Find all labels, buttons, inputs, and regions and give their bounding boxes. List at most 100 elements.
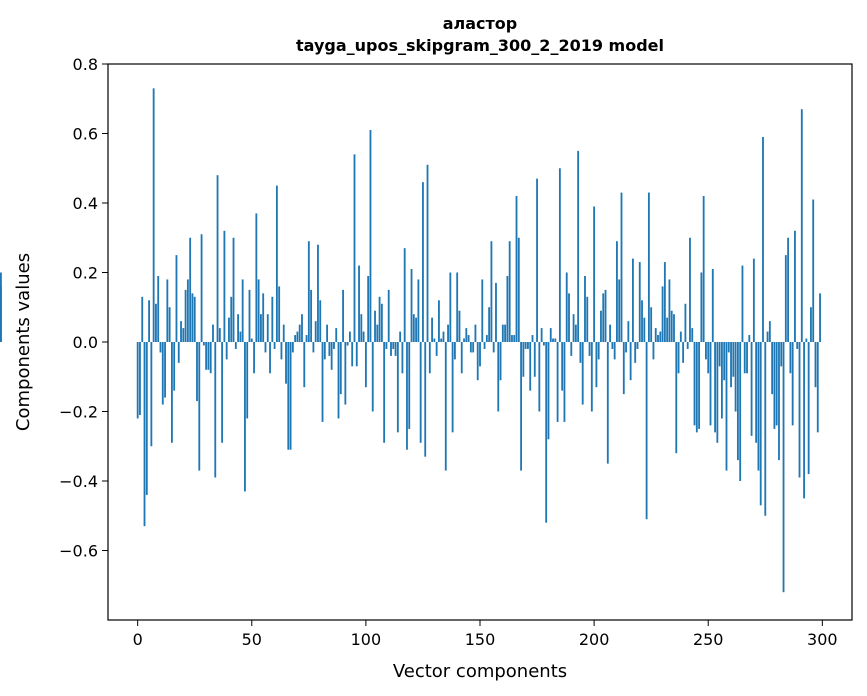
bar-249 <box>705 342 707 360</box>
bar-293 <box>805 338 808 342</box>
bar-87 <box>335 328 338 342</box>
bar-206 <box>606 342 609 464</box>
x-tick-label: 200 <box>579 630 610 649</box>
bar-12 <box>164 342 166 398</box>
bar-50 <box>250 338 253 342</box>
bar-62 <box>278 286 281 342</box>
bar-231 <box>663 262 666 342</box>
bar-154 <box>488 307 491 342</box>
bar-171 <box>527 342 529 349</box>
y-tick-label: −0.6 <box>59 542 98 561</box>
bar-33 <box>212 324 214 343</box>
bar-253 <box>714 342 716 433</box>
bar-155 <box>490 241 493 342</box>
bar-274 <box>762 136 764 342</box>
x-tick-label: 50 <box>242 630 262 649</box>
bar-279 <box>773 342 776 429</box>
y-axis-ticks: −0.6 −0.4 −0.2 0.0 0.2 0.4 0.6 0.8 <box>59 55 108 561</box>
bar-139 <box>453 342 456 360</box>
bar-180 <box>547 342 550 440</box>
bar-39 <box>225 342 228 360</box>
bar-177 <box>540 328 543 342</box>
bar-101 <box>367 275 370 342</box>
bar-58 <box>269 342 271 374</box>
bar-161 <box>504 324 507 343</box>
bar-168 <box>520 342 522 471</box>
bar-294 <box>807 342 810 475</box>
bar-28 <box>200 234 203 342</box>
y-tick-label: 0.0 <box>73 333 98 352</box>
bar-195 <box>581 342 584 405</box>
bar-92 <box>346 342 349 346</box>
bar-262 <box>734 342 737 412</box>
bar-17 <box>175 255 178 343</box>
bar-234 <box>670 310 673 342</box>
bar-86 <box>333 342 335 349</box>
bar-211 <box>618 279 621 342</box>
bar-277 <box>768 321 771 342</box>
bar-196 <box>584 275 586 342</box>
bar-109 <box>385 342 388 349</box>
bar-275 <box>764 342 767 516</box>
bar-260 <box>730 342 732 388</box>
bar-104 <box>374 310 376 342</box>
bar-299 <box>819 293 821 342</box>
bar-203 <box>600 310 602 342</box>
bar-126 <box>424 342 427 457</box>
bar-11 <box>161 342 164 405</box>
bar-264 <box>739 342 742 481</box>
bar-235 <box>673 314 675 342</box>
chart-subtitle: tayga_upos_skipgram_300_2_2019 model <box>296 36 664 55</box>
bar-221 <box>641 300 643 342</box>
bar-210 <box>616 241 618 342</box>
x-axis-ticks: 0 50 100 150 200 250 300 <box>133 620 838 649</box>
bar-245 <box>695 342 698 433</box>
bar-208 <box>611 342 614 349</box>
bar-191 <box>572 314 575 342</box>
bar-148 <box>474 324 477 343</box>
bar-134 <box>442 331 445 342</box>
bar-144 <box>465 328 468 342</box>
bar-261 <box>732 342 735 377</box>
bar-98 <box>360 314 363 342</box>
bar-100 <box>364 342 367 388</box>
bar-184 <box>556 342 559 422</box>
bar-182 <box>552 338 554 342</box>
bar-91 <box>344 342 347 405</box>
chart-title: аластор <box>443 14 518 33</box>
bar-81 <box>321 342 324 422</box>
bar-244 <box>693 342 696 426</box>
bar-116 <box>401 342 404 374</box>
bar-188 <box>565 272 568 342</box>
bar-106 <box>378 296 381 342</box>
bar-283 <box>782 342 785 593</box>
bar-123 <box>417 279 420 342</box>
bar-266 <box>743 342 746 374</box>
bar-66 <box>287 342 290 450</box>
bars-group <box>0 88 821 593</box>
bar-79 <box>317 244 319 342</box>
bar-287 <box>791 342 794 426</box>
bar-85 <box>330 342 333 370</box>
bar-117 <box>403 248 406 342</box>
bar-276 <box>766 331 769 342</box>
bar-127 <box>426 164 429 342</box>
bar-147 <box>472 342 475 353</box>
bar-19 <box>180 321 182 342</box>
bar-4 <box>145 342 148 495</box>
bar-24 <box>191 293 194 342</box>
bar-42 <box>232 237 235 342</box>
bar-291 <box>800 109 803 343</box>
bar-34 <box>214 342 217 478</box>
bar-29 <box>202 342 205 346</box>
bar-270 <box>752 258 755 342</box>
bar-149 <box>476 342 479 381</box>
bar-197 <box>586 296 589 342</box>
bar-undefined <box>0 286 2 342</box>
bar-30 <box>205 342 208 370</box>
bar-246 <box>698 342 701 429</box>
bar-272 <box>757 342 760 471</box>
bar-151 <box>481 279 484 342</box>
y-tick-label: 0.4 <box>73 194 98 213</box>
bar-82 <box>323 342 326 360</box>
